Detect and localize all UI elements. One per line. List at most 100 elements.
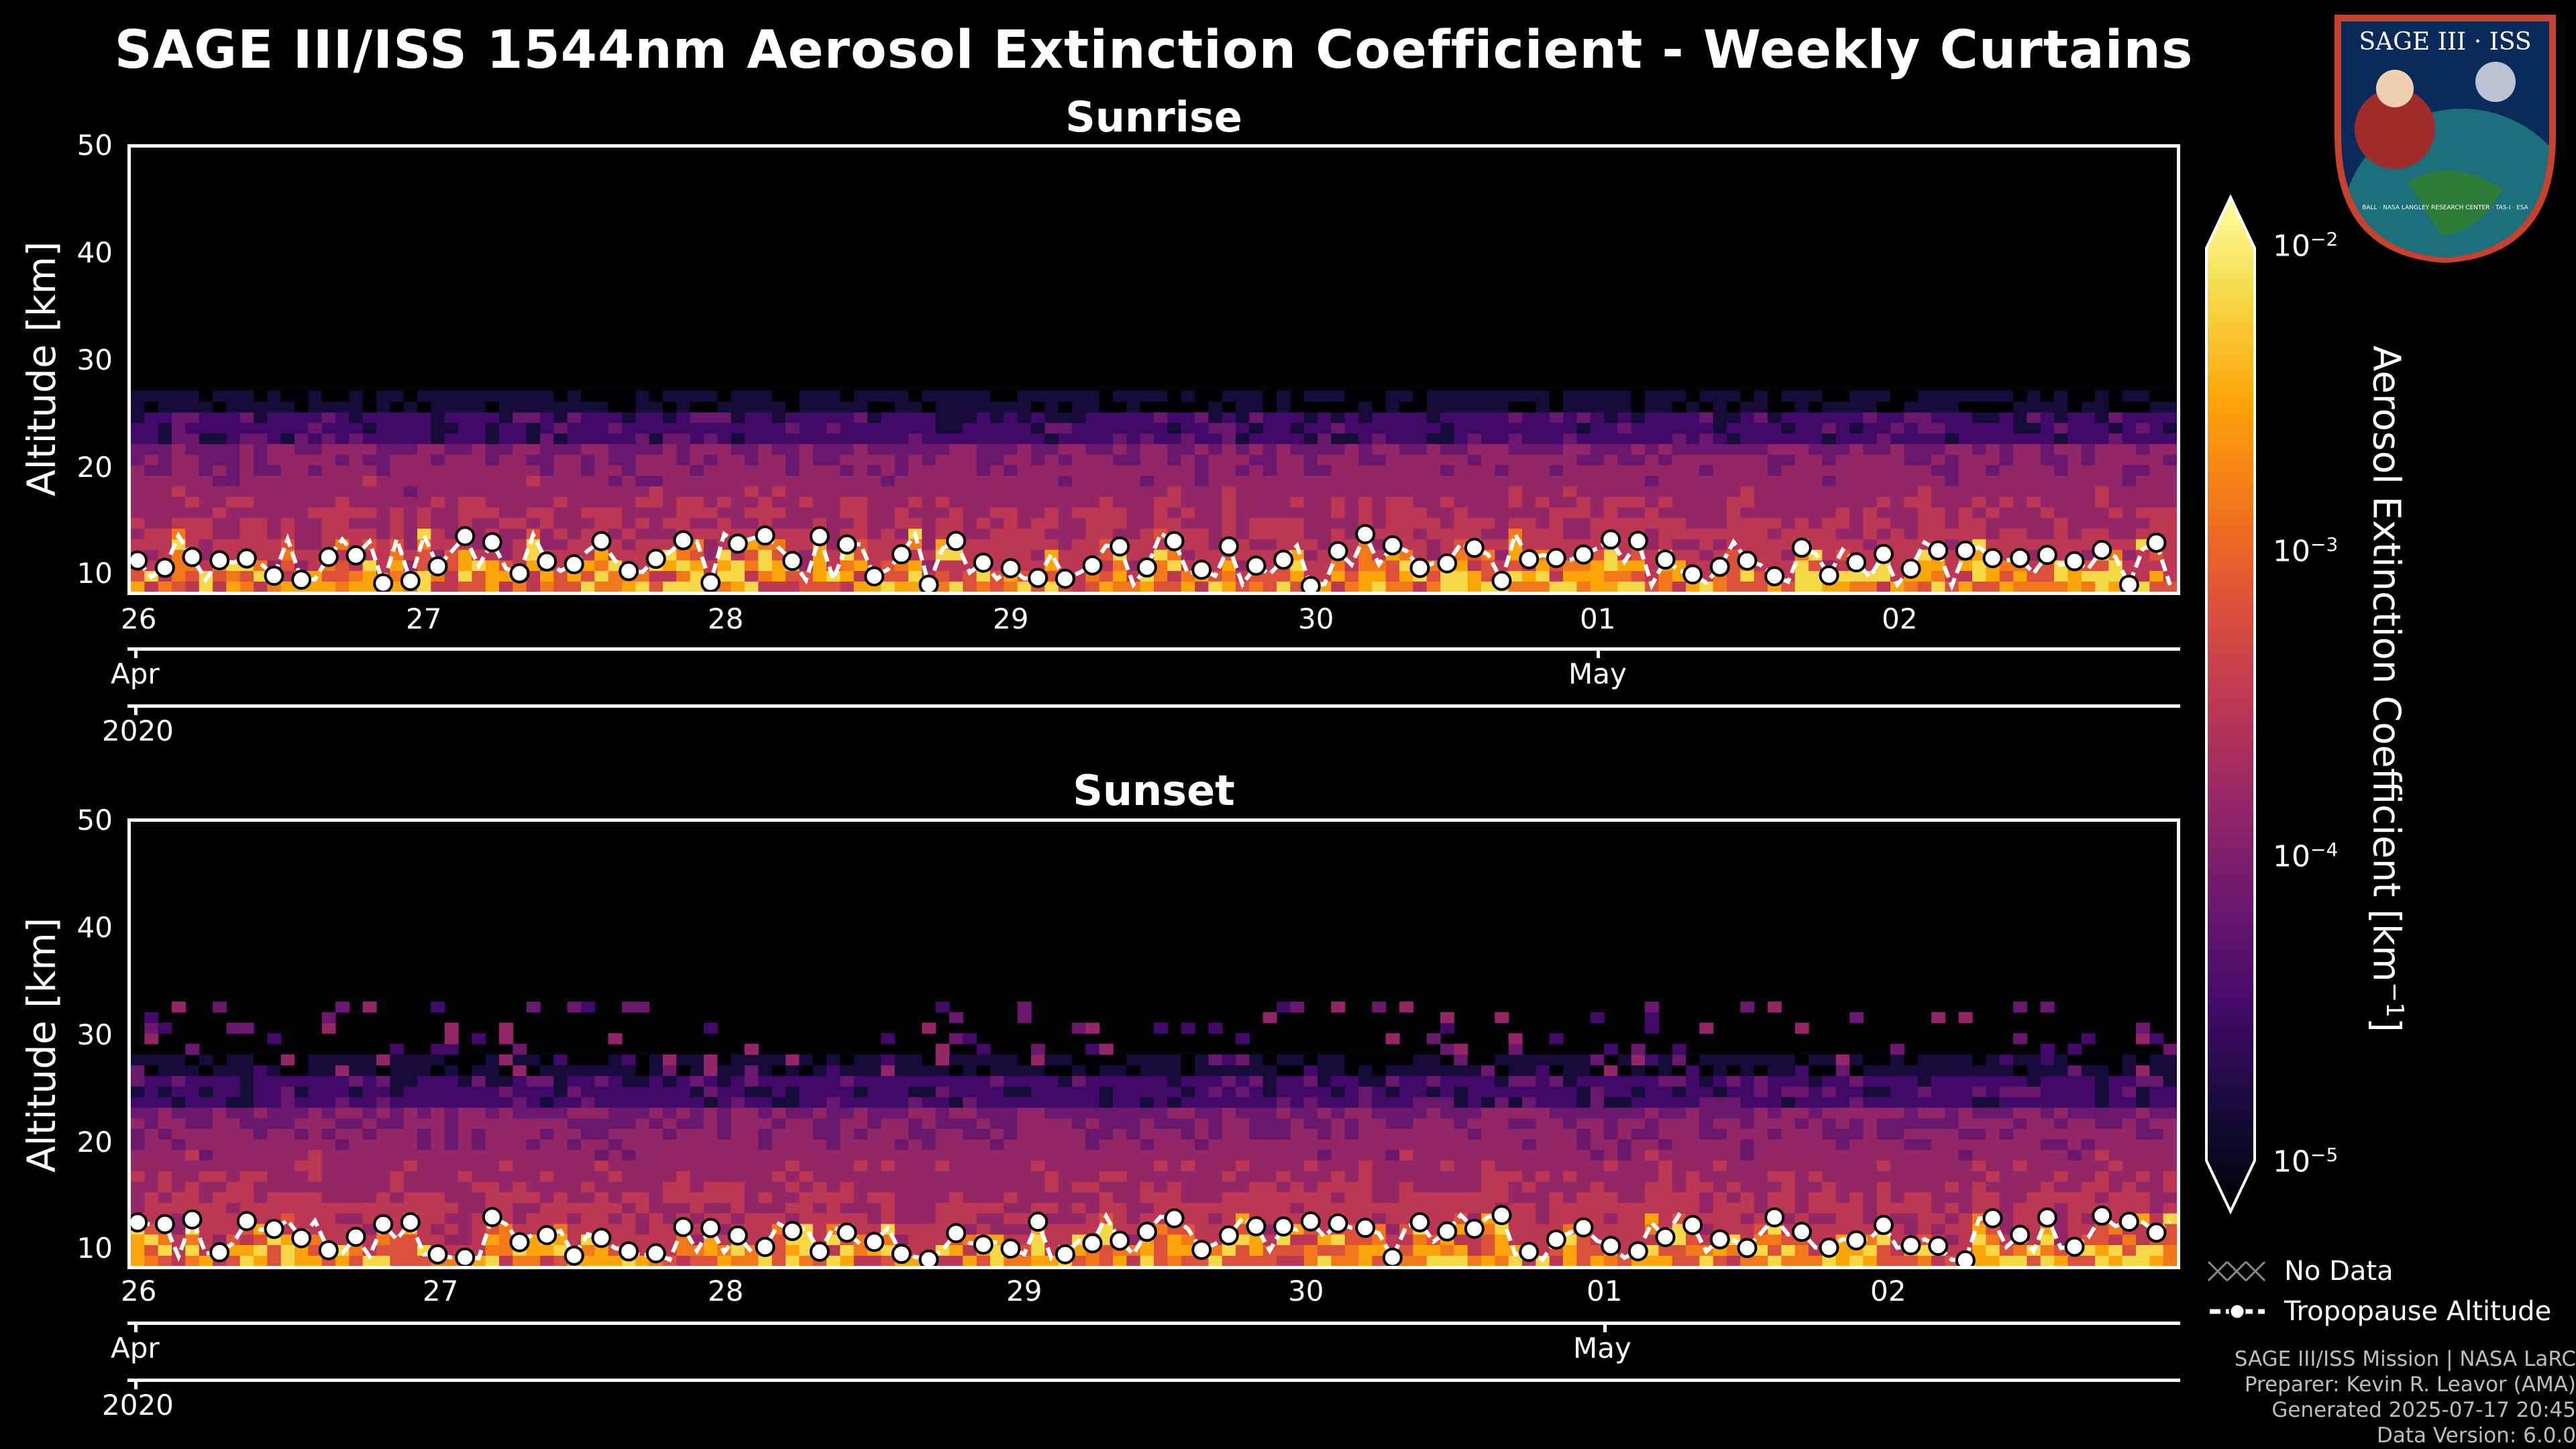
curtain-cell (1126, 1107, 1141, 1118)
curtain-cell (1358, 1255, 1373, 1266)
curtain-cell (1358, 1054, 1373, 1066)
curtain-cell (676, 412, 691, 423)
curtain-cell (908, 422, 922, 434)
curtain-cell (853, 412, 868, 423)
curtain-cell (1590, 559, 1605, 572)
curtain-cell (2108, 464, 2123, 476)
curtain-cell (1358, 412, 1373, 423)
curtain-cell (771, 496, 786, 508)
curtain-cell (1863, 549, 1878, 561)
tropopause-marker (1191, 559, 1212, 580)
curtain-cell (1140, 422, 1155, 434)
curtain-cell (853, 1096, 868, 1108)
curtain-cell (499, 1075, 513, 1087)
curtain-cell (840, 1149, 855, 1161)
curtain-cell (1031, 433, 1045, 444)
curtain-cell (2054, 464, 2068, 476)
curtain-cell (1931, 433, 1945, 444)
curtain-cell (935, 1096, 950, 1108)
curtain-cell (1113, 412, 1127, 423)
curtain-cell (1331, 422, 1346, 434)
sunset-ytick-30: 30 (76, 1018, 113, 1051)
curtain-cell (1440, 1149, 1454, 1161)
curtain-cell (840, 1075, 855, 1087)
curtain-cell (1208, 1224, 1223, 1235)
curtain-cell (1303, 528, 1318, 539)
curtain-cell (1768, 549, 1782, 561)
curtain-cell (1481, 496, 1495, 508)
curtain-cell (1713, 422, 1727, 434)
curtain-cell (581, 412, 595, 423)
curtain-cell (1208, 412, 1223, 423)
curtain-cell (349, 475, 364, 486)
curtain-cell (867, 1160, 881, 1171)
curtain-cell (1876, 506, 1891, 519)
curtain-cell (417, 570, 431, 582)
curtain-cell (649, 1086, 663, 1097)
curtain-cell (1113, 1128, 1127, 1140)
curtain-cell (1372, 486, 1387, 497)
curtain-cell (976, 1128, 991, 1140)
curtain-cell (526, 1075, 541, 1087)
curtain-cell (908, 475, 922, 486)
curtain-cell (417, 1138, 431, 1150)
curtain-cell (553, 1086, 568, 1097)
curtain-cell (280, 475, 295, 486)
curtain-cell (1263, 1118, 1277, 1129)
curtain-cell (676, 1202, 691, 1214)
curtain-cell (1072, 1065, 1086, 1076)
curtain-cell (963, 443, 977, 455)
curtain-cell (144, 1224, 159, 1235)
curtain-cell (1263, 401, 1277, 413)
curtain-cell (1222, 1149, 1236, 1161)
curtain-cell (935, 1086, 950, 1097)
curtain-cell (185, 496, 200, 508)
curtain-cell (1044, 1138, 1059, 1150)
curtain-cell (704, 1244, 718, 1256)
curtain-cell (1058, 433, 1073, 444)
curtain-cell (1236, 517, 1250, 529)
curtain-cell (758, 496, 773, 508)
curtain-cell (158, 581, 172, 592)
curtain-cell (1195, 539, 1209, 550)
curtain-cell (1263, 433, 1277, 444)
curtain-cell (1277, 422, 1291, 434)
curtain-cell (431, 1181, 445, 1193)
tropopause-marker (1546, 547, 1566, 568)
curtain-cell (1277, 506, 1291, 519)
curtain-cell (1140, 390, 1155, 402)
curtain-cell (1358, 443, 1373, 455)
curtain-cell (1563, 581, 1577, 592)
curtain-cell (1399, 539, 1413, 550)
curtain-cell (1372, 1107, 1387, 1118)
curtain-cell (812, 443, 827, 455)
curtain-cell (758, 559, 773, 572)
curtain-cell (1426, 486, 1441, 497)
curtain-cell (1904, 581, 1919, 592)
curtain-cell (1263, 1012, 1277, 1024)
curtain-cell (1249, 1255, 1264, 1266)
curtain-cell (1508, 422, 1523, 434)
curtain-cell (185, 1044, 200, 1055)
curtain-cell (963, 1086, 977, 1097)
curtain-cell (1331, 581, 1346, 592)
curtain-cell (1904, 475, 1919, 486)
curtain-cell (1099, 454, 1114, 466)
curtain-cell (1222, 570, 1236, 582)
curtain-cell (894, 1181, 909, 1193)
curtain-cell (158, 506, 172, 519)
curtain-cell (1536, 433, 1550, 444)
curtain-cell (581, 559, 595, 572)
curtain-cell (1822, 422, 1837, 434)
curtain-cell (144, 433, 159, 444)
curtain-cell (431, 1171, 445, 1182)
curtain-cell (1713, 496, 1727, 508)
curtain-cell (376, 1075, 390, 1087)
curtain-cell (935, 422, 950, 434)
curtain-cell (1645, 412, 1659, 423)
curtain-cell (431, 1191, 445, 1203)
curtain-cell (1426, 1065, 1441, 1076)
curtain-cell (908, 1065, 922, 1076)
curtain-cell (239, 581, 254, 592)
curtain-cell (1331, 1054, 1346, 1066)
